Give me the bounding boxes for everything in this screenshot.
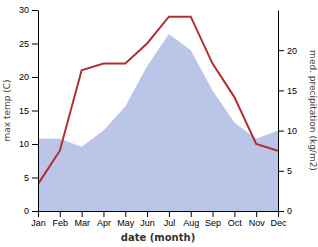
x-tick-label: Aug: [183, 218, 199, 228]
x-tick: Mar: [74, 211, 90, 228]
y2-tick-label: 10: [287, 126, 297, 136]
x-tick-label: Nov: [249, 218, 266, 228]
y2-tick-mark: [278, 211, 284, 212]
x-axis-title: date (month): [121, 232, 195, 243]
chart: JanFebMarAprMayJunJulAugSepOctNovDec0510…: [0, 0, 318, 247]
y-tick: 10: [19, 139, 38, 149]
axis-line: [39, 211, 279, 212]
x-tick-label: Jun: [140, 218, 155, 228]
y-tick-mark: [32, 178, 38, 179]
y2-tick: 0: [278, 206, 292, 216]
x-tick: Nov: [249, 211, 266, 228]
y2-tick-mark: [278, 50, 284, 51]
x-tick: Oct: [228, 211, 243, 228]
axis-line: [38, 11, 39, 212]
y-tick: 5: [24, 173, 38, 183]
y-axis: 0 5 10 15 20 25 30: [19, 5, 39, 216]
y2-tick-mark: [278, 131, 284, 132]
y-tick: 20: [19, 72, 38, 82]
y-tick-label: 30: [19, 5, 29, 15]
y-tick-mark: [32, 211, 38, 212]
y2-tick: 20: [278, 46, 297, 56]
x-tick: Feb: [53, 211, 69, 228]
x-tick-mark: [169, 211, 170, 217]
x-tick-label: Jan: [31, 218, 46, 228]
x-tick: May: [117, 211, 135, 228]
y-tick: 0: [24, 206, 38, 216]
y-tick-label: 25: [19, 39, 29, 49]
x-tick-label: Apr: [97, 218, 111, 228]
y2-tick-label: 5: [287, 166, 292, 176]
y-tick-label: 0: [24, 206, 29, 216]
y-tick: 15: [19, 106, 38, 116]
x-tick-mark: [213, 211, 214, 217]
x-tick-label: Feb: [53, 218, 69, 228]
x-tick-mark: [147, 211, 148, 217]
y2-tick-mark: [278, 171, 284, 172]
plot-area: [38, 17, 278, 211]
y-tick-mark: [32, 144, 38, 145]
x-tick: Jan: [31, 211, 46, 228]
x-tick-mark: [103, 211, 104, 217]
y-tick-label: 10: [19, 139, 29, 149]
x-tick: Jul: [164, 211, 176, 228]
y-tick: 30: [19, 5, 38, 15]
x-tick-mark: [82, 211, 83, 217]
x-tick-mark: [191, 211, 192, 217]
x-tick-mark: [60, 211, 61, 217]
x-tick-label: May: [117, 218, 135, 228]
y2-tick: 10: [278, 126, 297, 136]
axis-line: [278, 11, 279, 212]
y2-tick-label: 15: [287, 86, 297, 96]
x-tick-label: Oct: [228, 218, 243, 228]
y2-tick-mark: [278, 90, 284, 91]
y2-tick: 5: [278, 166, 292, 176]
y2-axis-title: med. precipitation (kg/m2): [308, 50, 318, 171]
area: [38, 34, 278, 211]
x-tick-mark: [256, 211, 257, 217]
x-tick-label: Jul: [164, 218, 176, 228]
x-tick-label: Mar: [74, 218, 90, 228]
x-tick-label: Sep: [205, 218, 221, 228]
y2-tick-label: 0: [287, 206, 292, 216]
y2-axis: 0 5 10 15 20: [278, 11, 297, 217]
y-tick-label: 20: [19, 72, 29, 82]
x-tick: Dec: [270, 211, 287, 228]
y-tick-mark: [32, 77, 38, 78]
x-axis: Jan Feb Mar Apr May Jun Jul Aug Sep Oct Nov Dec: [31, 211, 287, 228]
y-tick-mark: [32, 111, 38, 112]
y2-tick: 15: [278, 86, 297, 96]
x-tick: Sep: [205, 211, 221, 228]
x-tick: Apr: [97, 211, 111, 228]
x-tick-mark: [125, 211, 126, 217]
x-tick-label: Dec: [270, 218, 287, 228]
y-tick-label: 5: [24, 173, 29, 183]
y-tick-mark: [32, 10, 38, 11]
y-tick-label: 15: [19, 106, 29, 116]
x-tick: Jun: [140, 211, 155, 228]
y-axis-title: max temp (C): [2, 79, 12, 141]
x-tick: Aug: [183, 211, 199, 228]
line: [38, 17, 278, 185]
y2-tick-label: 20: [287, 46, 297, 56]
x-tick-mark: [38, 211, 39, 217]
y-tick: 25: [19, 39, 38, 49]
x-tick-mark: [234, 211, 235, 217]
y-tick-mark: [32, 44, 38, 45]
